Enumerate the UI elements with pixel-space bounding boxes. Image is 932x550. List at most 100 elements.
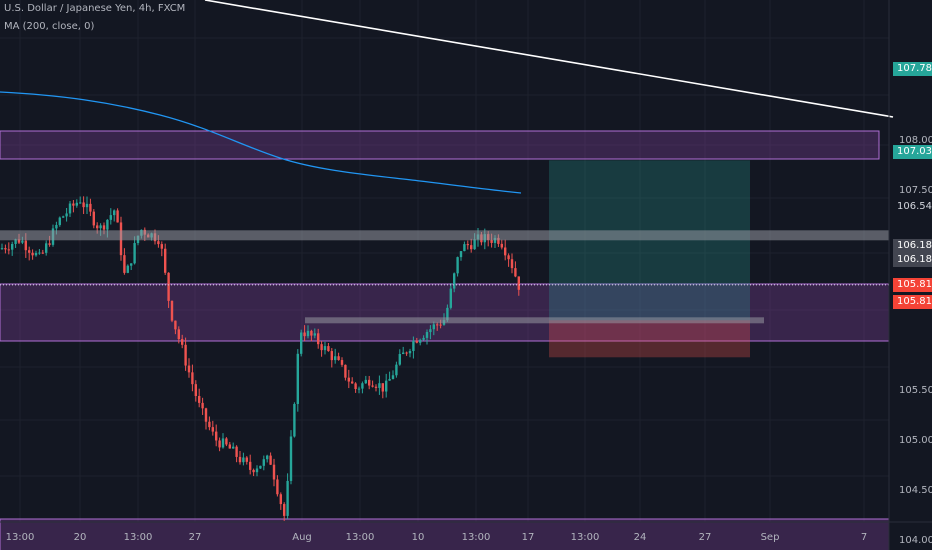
time-tick-label: 13:00 [124,532,153,543]
resistance-zone[interactable] [0,130,880,160]
candle-body [289,436,293,481]
candle-body [133,243,136,264]
candle-body [262,459,265,466]
candle-body [184,344,187,366]
candle-body [126,265,129,273]
candle-body [106,219,109,230]
candle-body [34,252,38,256]
candle-body [466,244,469,246]
demand-zone[interactable] [0,518,890,550]
candle-body [62,216,65,218]
price-tick-label: 104.500 [899,485,932,496]
candle-body [198,396,201,403]
candle-body [504,247,507,256]
moving-average-line[interactable] [0,91,522,194]
candle-body [130,263,133,266]
candle-body [517,276,520,290]
time-tick-label: 13:00 [571,532,600,543]
candle-body [38,252,41,254]
candle-body [28,250,31,253]
candle-body [334,356,337,361]
candle-body [109,215,112,220]
candle-body [242,457,245,463]
candle-body [187,365,191,373]
price-badge: 106.187 [893,239,932,253]
candle-body [266,455,269,460]
candle-body [167,272,170,301]
overlay-layer[interactable] [0,0,894,324]
candle-body [313,333,316,336]
candle-body [385,380,388,392]
candle-body [41,252,44,254]
candle-body [446,307,449,321]
candle-body [232,446,235,449]
candle-body [228,444,231,449]
candle-body [412,340,415,351]
candle-body [381,383,384,392]
candle-body [402,352,405,355]
candle-body [391,375,395,379]
candle-body [204,408,208,422]
resistance-line-107[interactable] [0,230,889,241]
zone-layer[interactable] [0,130,890,550]
candle-body [31,252,34,256]
candle-body [235,446,238,457]
candle-body [327,346,330,352]
long-position-tool[interactable] [549,160,750,358]
candle-body [337,356,340,361]
candle-body [395,364,398,376]
time-tick-label: 13:00 [6,532,35,543]
candle-body [296,353,299,404]
candle-body [310,330,313,336]
candle-body [164,248,167,273]
candle-body [347,377,350,382]
candle-body [194,384,197,397]
candle-body [211,427,214,432]
candle-body [344,364,347,378]
price-badge: 106.541 [893,200,932,214]
descending-trendline[interactable] [204,0,894,118]
candle-body [422,337,425,340]
candle-body [116,210,119,223]
time-tick-label: 13:00 [346,532,375,543]
stop-zone[interactable] [549,320,750,358]
candle-body [259,465,262,469]
candle-body [300,332,303,354]
candle-body [208,421,211,428]
entry-line-106[interactable] [305,317,764,324]
candle-body [225,438,228,445]
symbol-title[interactable]: U.S. Dollar / Japanese Yen, 4h, FXCM [4,3,186,14]
candle-body [453,273,456,289]
candle-body [388,378,391,381]
candle-body [157,241,160,245]
time-tick-label: Sep [761,532,780,543]
candle-body [459,251,463,258]
candle-body [436,324,439,326]
candle-body [79,202,82,204]
candle-body [252,469,255,473]
candle-body [218,440,221,448]
price-badge: 107.037 [893,145,932,159]
price-tick-label: 105.500 [899,385,932,396]
candle-body [238,456,242,463]
candle-body [75,202,78,206]
candle-body [323,346,327,351]
ma-indicator-label[interactable]: MA (200, close, 0) [4,21,95,32]
candle-body [429,329,432,333]
candle-body [340,360,344,365]
candle-body [82,202,85,208]
time-axis[interactable]: 13:00 20 13:00 27 Aug 13:00 10 13:00 17 13:00 24 27… [6,532,868,543]
price-axis[interactable]: 108.000 107.500 105.500 105.000 104.500 104.0… [899,135,932,546]
candle-body [374,386,378,388]
price-tick-label: 105.000 [899,435,932,446]
candle-body [357,388,361,390]
support-resistance-zone[interactable] [0,283,890,342]
candle-body [17,239,21,243]
price-badge: 106.187 [893,253,932,267]
candle-body [293,403,296,437]
price-badge: 105.817 [893,278,932,292]
price-tick-label: 104.000 [899,535,932,546]
candle-body [92,211,95,226]
